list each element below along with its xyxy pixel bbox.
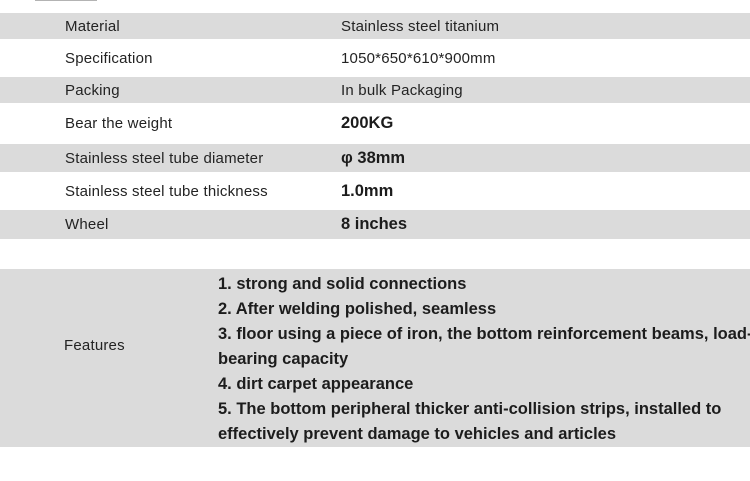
spec-value: φ 38mm	[341, 148, 406, 167]
spec-value: 1.0mm	[341, 181, 394, 200]
spec-label: Specification	[65, 49, 153, 67]
spec-row-bear-the-weight: Bear the weight 200KG	[0, 103, 750, 144]
spec-value: In bulk Packaging	[341, 81, 463, 99]
spec-row-specification: Specification 1050*650*610*900mm	[0, 39, 750, 77]
spec-label: Stainless steel tube thickness	[65, 182, 268, 200]
spec-label: Bear the weight	[65, 115, 173, 132]
feature-item: 2. After welding polished, seamless	[218, 300, 497, 318]
spec-row-tube-thickness: Stainless steel tube thickness 1.0mm	[0, 172, 750, 210]
spec-value: Stainless steel titanium	[341, 17, 500, 35]
spec-label: Packing	[65, 81, 120, 99]
spec-label: Stainless steel tube diameter	[65, 149, 264, 167]
features-list: 1. strong and solid connections 2. After…	[218, 269, 750, 447]
feature-item: 1. strong and solid connections	[218, 275, 467, 293]
feature-item: 5. The bottom peripheral thicker anti-co…	[218, 400, 722, 443]
spec-row-material: Material Stainless steel titanium	[0, 13, 750, 39]
feature-item: 3. floor using a piece of iron, the bott…	[218, 325, 750, 368]
feature-item: 4. dirt carpet appearance	[218, 375, 414, 393]
spec-label: Wheel	[65, 216, 109, 233]
top-edge-artifact	[35, 0, 97, 1]
spec-label: Material	[65, 17, 120, 35]
spec-value: 200KG	[341, 114, 394, 132]
spec-table: Material Stainless steel titanium Specif…	[0, 0, 750, 239]
spec-row-packing: Packing In bulk Packaging	[0, 77, 750, 103]
spec-value: 8 inches	[341, 215, 408, 233]
features-section: Features 1. strong and solid connections…	[0, 269, 750, 447]
spec-row-tube-diameter: Stainless steel tube diameter φ 38mm	[0, 144, 750, 172]
features-label: Features	[64, 337, 125, 354]
spec-row-wheel: Wheel 8 inches	[0, 210, 750, 239]
spec-value: 1050*650*610*900mm	[341, 49, 496, 67]
